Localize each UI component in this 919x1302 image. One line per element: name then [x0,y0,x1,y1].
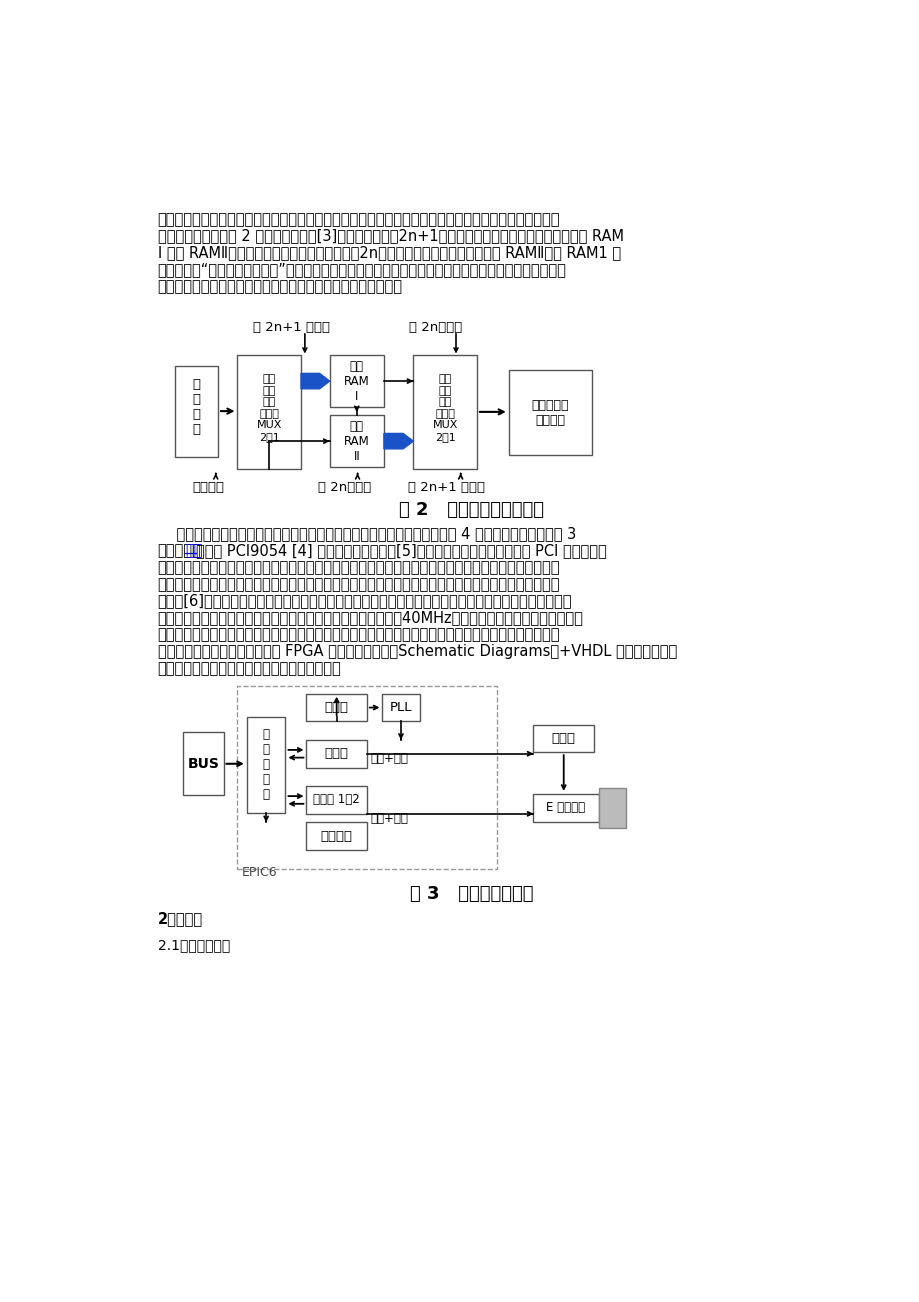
Text: 输入
数据
流选
择单元
MUX
2选1: 输入 数据 流选 择单元 MUX 2选1 [256,374,281,443]
Text: 2.1实时分频算法: 2.1实时分频算法 [157,939,230,953]
Text: 第 2n+1 个周期: 第 2n+1 个周期 [407,482,484,495]
Text: 分频和计数
运算模块: 分频和计数 运算模块 [531,398,569,427]
Bar [306,694,367,721]
Bar [306,740,367,768]
Text: 分频器: 分频器 [324,747,348,760]
Text: 单口
RAM
II: 单口 RAM II [344,419,369,462]
Text: 所示。总线: 所示。总线 [157,543,201,557]
Bar [533,724,594,753]
Text: 本文所述的运动控制卡共涉及总线控制器、分频器、定时器、反馈控制等 4 个模块，其原理图如图 3: 本文所述的运动控制卡共涉及总线控制器、分频器、定时器、反馈控制等 4 个模块，其… [157,526,575,540]
Text: 第 2n+1 个周期: 第 2n+1 个周期 [253,322,330,335]
Text: 总
线
控
制
器: 总 线 控 制 器 [262,728,269,801]
Text: 的数据正确地被译码到各分控制模块进行运算输出。定时器实现硬件定时，计算机通过驱动程序给运动控: 的数据正确地被译码到各分控制模块进行运算输出。定时器实现硬件定时，计算机通过驱动… [157,560,560,574]
Text: PLL: PLL [390,700,412,713]
Bar [413,355,476,469]
Text: 总
线
译
码: 总 线 译 码 [192,379,200,436]
Text: 第 2n个周期: 第 2n个周期 [409,322,462,335]
Text: 分频倍数: 分频倍数 [192,482,224,495]
Text: 定时器: 定时器 [324,700,348,713]
Bar [237,355,301,469]
Text: 器完成 PCI9054 [4] 局部总线的仲裁逻辑[5]、地址译码和数据流控制，使 PCI 数据总线上: 器完成 PCI9054 [4] 局部总线的仲裁逻辑[5]、地址译码和数据流控制，… [196,543,607,557]
FancyArrow shape [301,374,329,389]
Text: 的实时性，采用如图 2 所示的乒乓操作[3]技巧。在奇数（2n+1）个缓冲周期时，输入的数据流缓冲到 RAM: 的实时性，采用如图 2 所示的乒乓操作[3]技巧。在奇数（2n+1）个缓冲周期时… [157,229,623,243]
Bar [508,370,592,454]
Bar [237,686,496,870]
Text: BUS: BUS [187,756,219,771]
Text: 而复始。这种流水线式算法，可以完成数据的无缝缓冲与处理。: 而复始。这种流水线式算法，可以完成数据的无缝缓冲与处理。 [157,280,403,294]
Bar [246,717,285,812]
Text: EPIC6: EPIC6 [242,866,278,879]
Bar [329,355,383,408]
Bar [306,823,367,850]
Text: 单口
RAM
I: 单口 RAM I [344,359,369,402]
Text: 分析仪采样实际工作信号皆无毛刺。在高速变化的分频倍数数据流控制时，为了保证整个系统的分频输出: 分析仪采样实际工作信号皆无毛刺。在高速变化的分频倍数数据流控制时，为了保证整个系… [157,212,560,227]
Text: 计数器 1、2: 计数器 1、2 [313,793,359,806]
Text: 反馈控制: 反馈控制 [321,829,352,842]
Bar [382,694,419,721]
Text: 断方式[6]，进入中断服务程序，从而实现电机的转角准确定位。我们还可以把一些用户代码作为中断处理: 断方式[6]，进入中断服务程序，从而实现电机的转角准确定位。我们还可以把一些用户… [157,594,572,608]
Text: 输出
数据
流选
择单元
MUX
2选1: 输出 数据 流选 择单元 MUX 2选1 [432,374,458,443]
Text: 第 2n个周期: 第 2n个周期 [318,482,371,495]
Text: 制卡输入一时间值和一个表示计时开始的控制字，运动控制卡开始计时，在计时完成时，通过产生硬件中: 制卡输入一时间值和一个表示计时开始的控制字，运动控制卡开始计时，在计时完成时，通… [157,577,560,591]
Text: 进行描述，使逻辑层次更加明确和可读性更强。: 进行描述，使逻辑层次更加明确和可读性更强。 [157,661,341,676]
Bar [329,415,383,467]
Text: I 和从 RAMⅡ取出数据到运算模块。在第偶数（2n）个缓冲周期，将数据流缓冲到 RAMⅡ，将 RAM1 里: I 和从 RAMⅡ取出数据到运算模块。在第偶数（2n）个缓冲周期，将数据流缓冲到… [157,246,620,260]
FancyArrow shape [383,434,413,449]
Text: 的数据通过“数据输出选择单元”的选择，送到最后的分频和计数的运算模块进行计算输出。如此循环，周: 的数据通过“数据输出选择单元”的选择，送到最后的分频和计数的运算模块进行计算输出… [157,263,566,277]
Bar [183,732,223,796]
Bar [533,794,598,822]
Text: 图 2   高速数据流控制方法: 图 2 高速数据流控制方法 [399,501,543,519]
Text: 2算法设计: 2算法设计 [157,911,202,926]
Text: 提高系统控制精度。这些模块在 FPGA 内部采用原理图（Schematic Diagrams）+VHDL 语言结合的方式: 提高系统控制精度。这些模块在 FPGA 内部采用原理图（Schematic Di… [157,644,676,659]
Text: 脉冲+方向: 脉冲+方向 [369,753,407,766]
Bar [598,788,626,828]
Text: 的脑冲频率。反馈控制模块实现电机的输出补偿和状态监控功能，可通过读取误差从而实现修正，以此来: 的脑冲频率。反馈控制模块实现电机的输出补偿和状态监控功能，可通过读取误差从而实现… [157,628,560,642]
Bar [306,786,367,814]
Bar [176,366,218,457]
Text: E 步进电机: E 步进电机 [546,801,585,814]
Text: 反馈+状态: 反馈+状态 [369,812,407,825]
Text: 图 3   运动控制卡原理: 图 3 运动控制卡原理 [409,884,533,902]
Text: 驱动器: 驱动器 [551,732,575,745]
Text: 子程序，来实现定时切换或运算的功能。分频器实现工作频率（40MHz）的分频工作，得到控制电机转速: 子程序，来实现定时切换或运算的功能。分频器实现工作频率（40MHz）的分频工作，… [157,611,583,625]
Text: 控制: 控制 [185,543,202,557]
